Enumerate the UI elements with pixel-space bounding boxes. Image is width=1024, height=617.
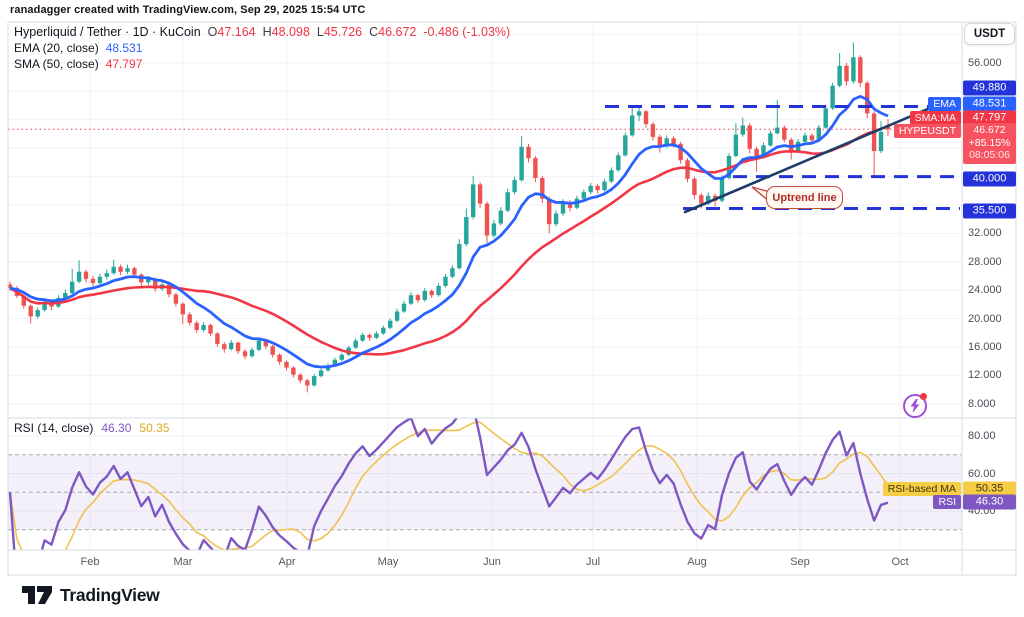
tradingview-logo[interactable]: TradingView — [22, 583, 160, 607]
price-level-badge: 49.880 — [963, 80, 1016, 96]
rsi-value: 46.30 — [101, 421, 132, 435]
axis-month-label[interactable]: Mar — [173, 556, 193, 568]
uptrend-line[interactable] — [683, 104, 937, 214]
axis-month-label[interactable]: Aug — [687, 556, 707, 568]
tradingview-wordmark: TradingView — [60, 584, 160, 605]
price-tick-label: 56.000 — [968, 57, 1002, 69]
rsi-value-badge: 50.35 — [963, 481, 1016, 497]
tradingview-logo-mark — [22, 586, 52, 604]
rsi-scale-chip: RSI — [933, 495, 961, 509]
gridlines — [8, 22, 962, 550]
rsi-legend-row[interactable]: RSI (14, close) 46.30 50.35 — [14, 421, 169, 435]
axis-month-label[interactable]: Oct — [891, 556, 909, 568]
uptrend-callout-text: Uptrend line — [772, 191, 837, 204]
price-tick-label: 24.000 — [968, 284, 1002, 297]
change-value: -0.486 (-1.03%) — [423, 25, 511, 39]
sma-legend-row[interactable]: SMA (50, close) 47.797 — [14, 57, 510, 72]
scale-chip-hypeusdt: HYPEUSDT — [893, 124, 961, 138]
price-level-badge: 47.797 — [963, 110, 1016, 126]
rsi-tick-label: 60.00 — [968, 467, 996, 480]
sma-value: 47.797 — [105, 57, 143, 71]
rsi-label: RSI (14, close) — [14, 421, 94, 435]
rsi-value-badge: 46.30 — [963, 494, 1016, 510]
axis-month-label[interactable]: Sep — [790, 556, 810, 568]
axis-month-label[interactable]: Apr — [278, 556, 296, 568]
rsi-ma-value: 50.35 — [139, 421, 170, 435]
ohlc-open: O47.164 — [207, 25, 256, 39]
price-level-badge: 35.500 — [963, 203, 1016, 219]
axis-month-label[interactable]: Jul — [585, 556, 601, 568]
axis-month-label[interactable]: Feb — [80, 556, 100, 568]
pane-separators — [7, 21, 1017, 576]
lightning-bolt-glyph — [910, 399, 920, 413]
ohlc-high: H48.098 — [262, 25, 310, 39]
price-tick-label: 28.000 — [968, 255, 1002, 268]
rsi-scale-chip: RSI-based MA — [882, 482, 961, 496]
price-level-badge: 40.000 — [963, 171, 1016, 187]
rsi-tick-label: 80.00 — [968, 430, 996, 442]
ema-line[interactable] — [9, 95, 889, 369]
price-tick-label: 20.000 — [968, 312, 1002, 325]
scale-chip-ema: EMA — [928, 97, 961, 111]
price-tick-label: 32.000 — [968, 227, 1002, 240]
notification-dot — [920, 393, 927, 400]
axis-month-label[interactable]: May — [377, 556, 399, 568]
ema-legend-row[interactable]: EMA (20, close) 48.531 — [14, 41, 510, 56]
symbol-legend-row[interactable]: Hyperliquid / Tether · 1D · KuCoin O47.1… — [14, 25, 510, 40]
scale-chip-smama: SMA:MA — [909, 111, 961, 125]
sma-label: SMA (50, close) — [14, 57, 99, 71]
price-level-badge: 48.531 — [963, 96, 1016, 112]
price-tick-label: 16.000 — [968, 341, 1002, 353]
ema-label: EMA (20, close) — [14, 41, 99, 55]
candlestick-series — [8, 42, 891, 393]
rsi-line[interactable] — [8, 406, 889, 586]
axis-month-label[interactable]: Jun — [483, 556, 501, 568]
uptrend-callout[interactable]: Uptrend line — [766, 186, 843, 209]
symbol-title: Hyperliquid / Tether · 1D · KuCoin — [14, 25, 201, 39]
currency-toggle-button[interactable]: USDT — [964, 23, 1015, 45]
symbol-price-badge: 46.672 +85.15% 08:05:06 — [963, 123, 1016, 164]
ohlc-close: C46.672 — [369, 25, 417, 39]
attribution-text: ranadagger created with TradingView.com,… — [10, 4, 366, 16]
ema-value: 48.531 — [105, 41, 143, 55]
ohlc-low: L45.726 — [316, 25, 363, 39]
price-tick-label: 8.000 — [968, 397, 996, 410]
price-tick-label: 12.000 — [968, 369, 1002, 382]
lightning-icon[interactable] — [903, 393, 927, 418]
rsi-ma-line[interactable] — [9, 421, 889, 563]
chart-legend: Hyperliquid / Tether · 1D · KuCoin O47.1… — [14, 25, 510, 73]
